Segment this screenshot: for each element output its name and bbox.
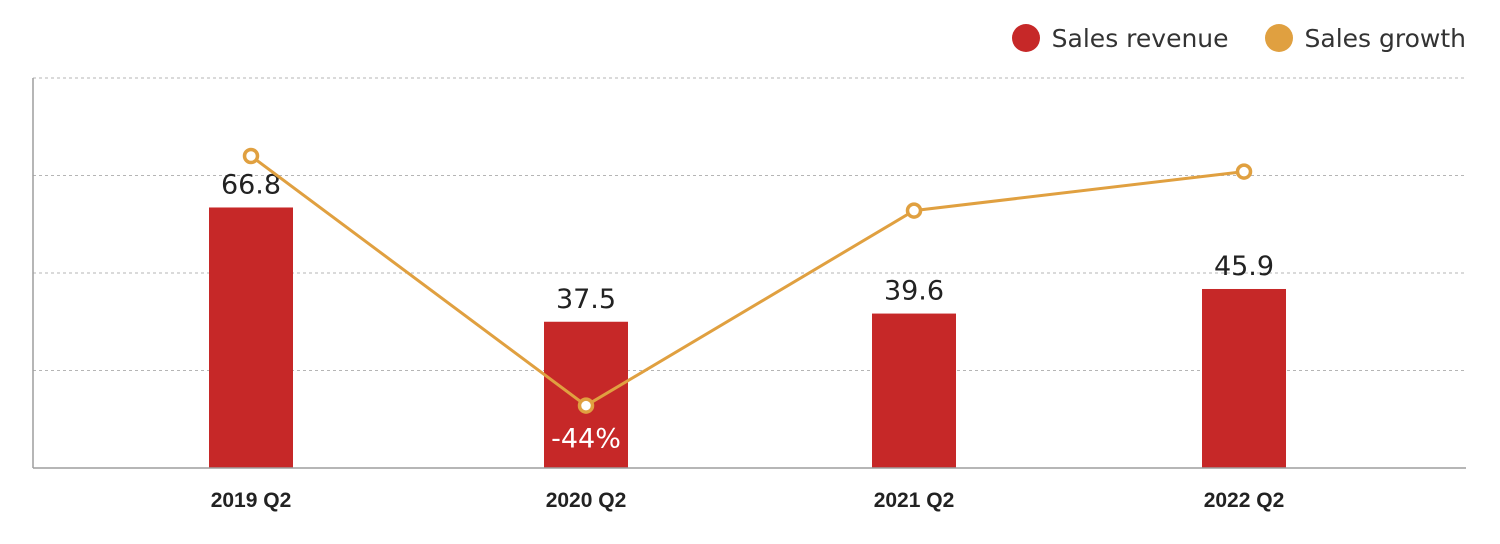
revenue-bar [544,321,628,468]
category-label: 2021 Q2 [874,489,955,512]
legend-swatch-sales-revenue [1011,24,1040,52]
growth-point [1235,163,1253,180]
category-label: 2019 Q2 [211,489,292,512]
growth-line [250,154,1245,408]
growth-point [577,397,595,414]
revenue-label: 45.9 [1214,251,1274,282]
revenue-bars [209,207,1286,469]
revenue-label: 66.8 [221,169,281,200]
growth-label: 6% [893,229,936,260]
growth-labels: 20% -44% 6% 16% [221,118,1274,455]
revenue-bar [872,313,956,468]
growth-point [242,147,260,165]
revenue-bar [1202,288,1286,468]
growth-label: 20% [221,118,281,149]
category-labels: 2019 Q2 2020 Q2 2021 Q2 2022 Q2 [211,489,1285,512]
axes [32,78,1466,469]
legend-label-sales-revenue: Sales revenue [1051,23,1229,53]
legend-swatch-sales-growth [1264,24,1293,52]
category-label: 2020 Q2 [546,489,627,512]
growth-label: 16% [1214,134,1274,165]
legend: Sales revenue Sales growth [1011,18,1466,58]
growth-point [905,202,923,219]
revenue-label: 37.5 [556,284,616,315]
growth-label: -44% [551,424,621,455]
revenue-bar [209,207,293,469]
revenue-labels: 66.8 37.5 39.6 45.9 [221,169,1274,314]
revenue-label: 39.6 [884,276,944,307]
category-label: 2022 Q2 [1204,489,1285,512]
growth-line-group [250,154,1245,408]
legend-label-sales-growth: Sales growth [1304,23,1466,53]
legend-item-sales-revenue: Sales revenue [1011,23,1229,53]
growth-points [242,147,1253,414]
legend-item-sales-growth: Sales growth [1264,23,1466,53]
